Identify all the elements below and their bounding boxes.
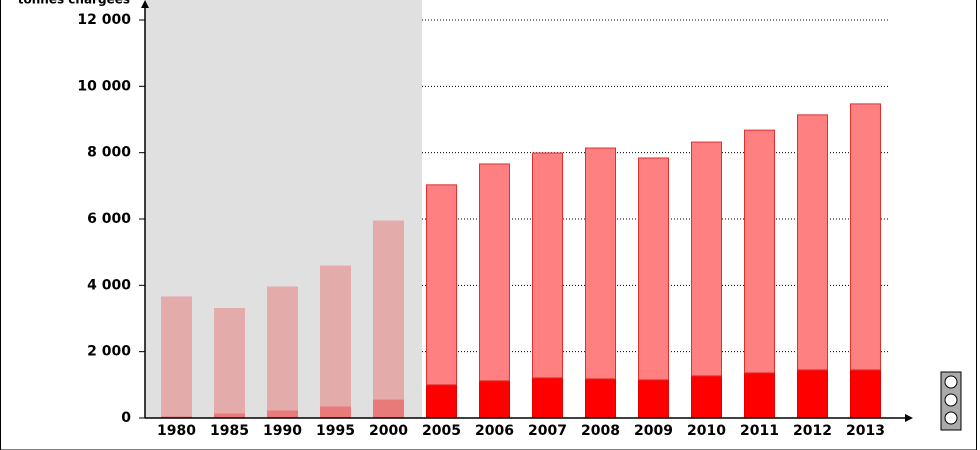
bar-segment (267, 409, 298, 419)
x-tick-label: 2006 (475, 423, 514, 439)
bar-segment (267, 286, 298, 411)
x-tick-label: 1980 (157, 423, 196, 439)
x-axis-arrow (905, 414, 913, 422)
y-tick-label: 8 000 (87, 145, 131, 161)
x-tick-label: 1985 (210, 423, 249, 439)
bar-segment (638, 379, 669, 419)
bar-segment (850, 103, 881, 371)
bar-segment (744, 372, 775, 419)
bar-segment (585, 378, 616, 419)
bar-segment (320, 265, 351, 407)
bar-segment (214, 308, 245, 414)
x-tick-label: 2008 (581, 423, 620, 439)
x-tick-label: 2010 (687, 423, 726, 439)
license-icon (940, 371, 962, 431)
bar-segment (373, 220, 404, 400)
x-tick-label: 1990 (263, 423, 302, 439)
y-tick-label: 6 000 (87, 211, 131, 227)
bar-segment (426, 384, 457, 419)
x-tick-label: 1995 (316, 423, 355, 439)
y-axis-arrow (141, 0, 149, 8)
bar-segment (744, 129, 775, 374)
bar-segment (161, 296, 192, 417)
x-tick-label: 2000 (369, 423, 408, 439)
bar-segment (479, 163, 510, 382)
bar-segment (373, 398, 404, 419)
bar-segment (850, 369, 881, 419)
bar-segment (585, 147, 616, 380)
x-tick-label: 2007 (528, 423, 567, 439)
bar-segment (691, 141, 722, 377)
bar-segment (797, 369, 828, 419)
x-tick-label: 2013 (846, 423, 885, 439)
x-tick-label: 2005 (422, 423, 461, 439)
bar-segment (532, 377, 563, 419)
y-tick-label: 0 (121, 410, 131, 426)
bar-segment (426, 184, 457, 386)
y-tick-label: 4 000 (87, 277, 131, 293)
bar-segment (691, 375, 722, 419)
x-tick-label: 2011 (740, 423, 779, 439)
bar-segment (797, 114, 828, 371)
x-tick-label: 2012 (793, 423, 832, 439)
bar-segment (479, 380, 510, 419)
y-tick-label: 2 000 (87, 344, 131, 360)
y-axis-label: tonnes chargées (18, 0, 130, 7)
bar-segment (638, 157, 669, 381)
y-tick-label: 12 000 (77, 12, 131, 28)
y-tick-label: 10 000 (77, 78, 131, 94)
bar-segment (532, 152, 563, 379)
bar-segment (320, 405, 351, 419)
x-tick-label: 2009 (634, 423, 673, 439)
